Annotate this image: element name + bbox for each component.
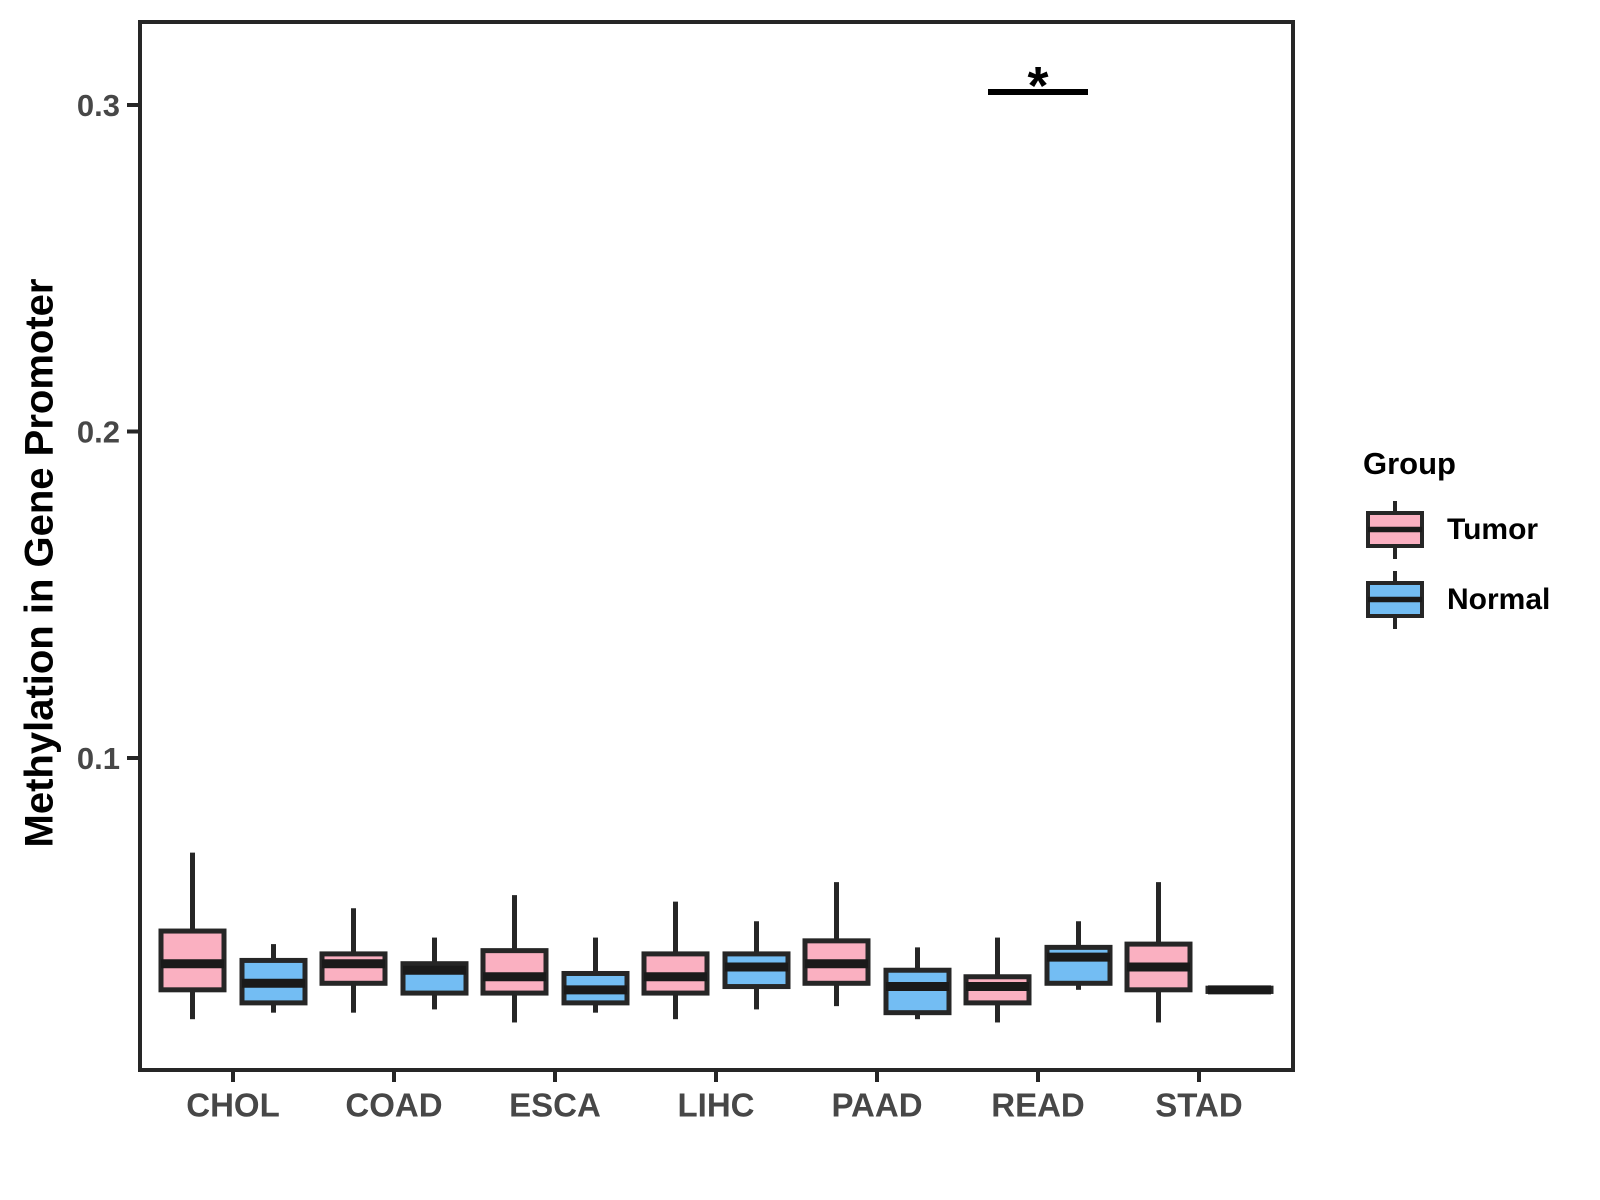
x-tick-label: LIHC: [678, 1087, 755, 1124]
box-PAAD-Normal: [883, 947, 952, 1020]
legend-item-label: Normal: [1447, 583, 1551, 616]
significance-star: *: [1027, 56, 1048, 116]
y-tick-label: 0.3: [77, 88, 120, 123]
x-tick-label: COAD: [345, 1087, 442, 1124]
x-tick-label: READ: [991, 1087, 1085, 1124]
box-CHOL-Tumor: [158, 852, 227, 1020]
y-tick-label: 0.2: [77, 414, 120, 449]
legend-item-tumor: Tumor: [1363, 498, 1550, 562]
box-PAAD-Tumor: [802, 882, 871, 1007]
box-LIHC-Tumor: [641, 901, 710, 1020]
legend-item-label: Tumor: [1447, 513, 1539, 546]
box-READ-Normal: [1044, 921, 1113, 990]
box-LIHC-Normal: [722, 921, 791, 1010]
boxplot-key-icon: [1366, 571, 1424, 629]
y-axis-title: Methylation in Gene Promoter: [17, 278, 62, 848]
legend-item-normal: Normal: [1363, 568, 1550, 632]
box-COAD-Tumor: [319, 908, 388, 1013]
box-ESCA-Tumor: [480, 895, 549, 1023]
legend: Group Tumor Normal: [1333, 446, 1550, 638]
box-STAD-Normal: [1205, 985, 1274, 995]
x-tick-label: STAD: [1155, 1087, 1242, 1124]
iqr-box: [480, 948, 549, 996]
legend-title: Group: [1363, 446, 1456, 481]
iqr-box: [319, 951, 388, 986]
box-CHOL-Normal: [239, 944, 308, 1013]
box-ESCA-Normal: [561, 937, 630, 1013]
x-tick-label: PAAD: [831, 1087, 922, 1124]
x-tick-label: ESCA: [509, 1087, 601, 1124]
box-READ-Tumor: [963, 937, 1032, 1023]
box-COAD-Normal: [400, 937, 469, 1010]
box-STAD-Tumor: [1124, 882, 1193, 1023]
iqr-box: [883, 967, 952, 1016]
boxplot-key-icon: [1366, 501, 1424, 559]
y-tick-label: 0.1: [77, 741, 120, 776]
x-tick-label: CHOL: [186, 1087, 280, 1124]
legend-items: Tumor Normal: [1333, 498, 1550, 632]
panel-border: [138, 20, 1295, 1072]
